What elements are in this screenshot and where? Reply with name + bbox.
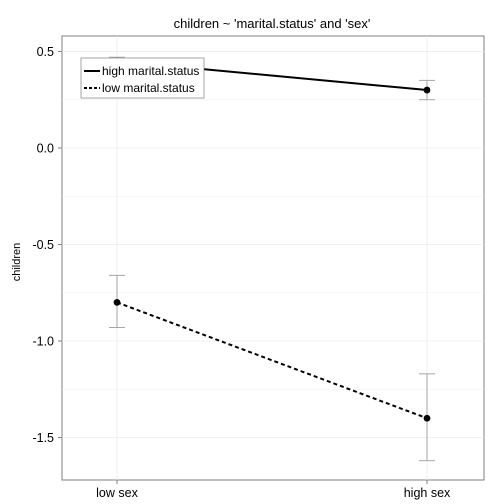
y-tick-label: -1.5 — [32, 431, 54, 445]
series-line — [116, 301, 428, 420]
x-tick-label: low sex — [96, 486, 138, 500]
data-point — [423, 86, 431, 94]
x-tick-label: high sex — [404, 486, 451, 500]
y-axis-label: children — [11, 243, 23, 282]
series-2 — [109, 274, 435, 462]
y-tick-label: 0.0 — [37, 141, 54, 155]
legend: high marital.status low marital.status — [80, 57, 205, 99]
y-tick-label: -0.5 — [32, 238, 54, 252]
panel-border — [61, 35, 485, 481]
y-axis: 0.5 0.0 -0.5 -1.0 -1.5 — [32, 45, 62, 445]
data-point — [113, 299, 121, 306]
data-point — [423, 414, 431, 422]
y-tick-label: -1.0 — [32, 335, 54, 349]
plot-panel — [61, 35, 485, 481]
y-tick-label: 0.5 — [37, 45, 54, 59]
x-axis: low sex high sex — [96, 480, 451, 500]
legend-box — [80, 57, 205, 99]
legend-label: high marital.status — [102, 64, 199, 78]
legend-label: low marital.status — [102, 81, 195, 95]
chart-title: children ~ 'marital.status' and 'sex' — [174, 16, 371, 31]
